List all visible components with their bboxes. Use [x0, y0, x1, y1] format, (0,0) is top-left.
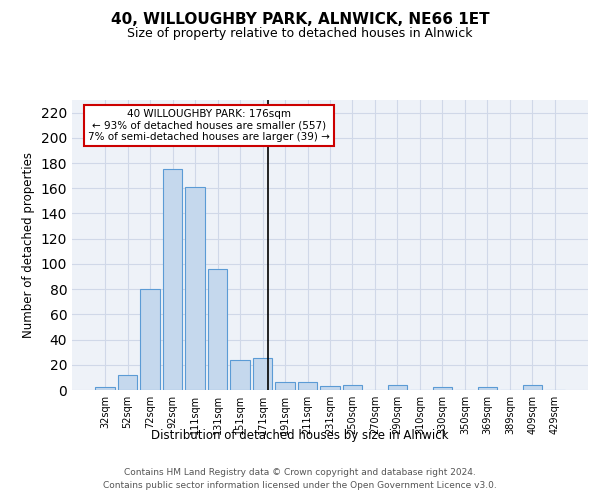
Bar — [343, 385, 362, 390]
Text: Distribution of detached houses by size in Alnwick: Distribution of detached houses by size … — [151, 428, 449, 442]
Bar — [275, 382, 295, 390]
Bar — [118, 375, 137, 390]
Text: 40, WILLOUGHBY PARK, ALNWICK, NE66 1ET: 40, WILLOUGHBY PARK, ALNWICK, NE66 1ET — [110, 12, 490, 28]
Text: Contains public sector information licensed under the Open Government Licence v3: Contains public sector information licen… — [103, 482, 497, 490]
Bar — [230, 360, 250, 390]
Bar — [163, 170, 182, 390]
Bar — [140, 289, 160, 390]
Bar — [185, 187, 205, 390]
Bar — [320, 386, 340, 390]
Bar — [95, 388, 115, 390]
Y-axis label: Number of detached properties: Number of detached properties — [22, 152, 35, 338]
Text: Contains HM Land Registry data © Crown copyright and database right 2024.: Contains HM Land Registry data © Crown c… — [124, 468, 476, 477]
Text: 40 WILLOUGHBY PARK: 176sqm
← 93% of detached houses are smaller (557)
7% of semi: 40 WILLOUGHBY PARK: 176sqm ← 93% of deta… — [88, 108, 329, 142]
Text: Size of property relative to detached houses in Alnwick: Size of property relative to detached ho… — [127, 28, 473, 40]
Bar — [253, 358, 272, 390]
Bar — [208, 269, 227, 390]
Bar — [478, 388, 497, 390]
Bar — [433, 388, 452, 390]
Bar — [298, 382, 317, 390]
Bar — [388, 385, 407, 390]
Bar — [523, 385, 542, 390]
